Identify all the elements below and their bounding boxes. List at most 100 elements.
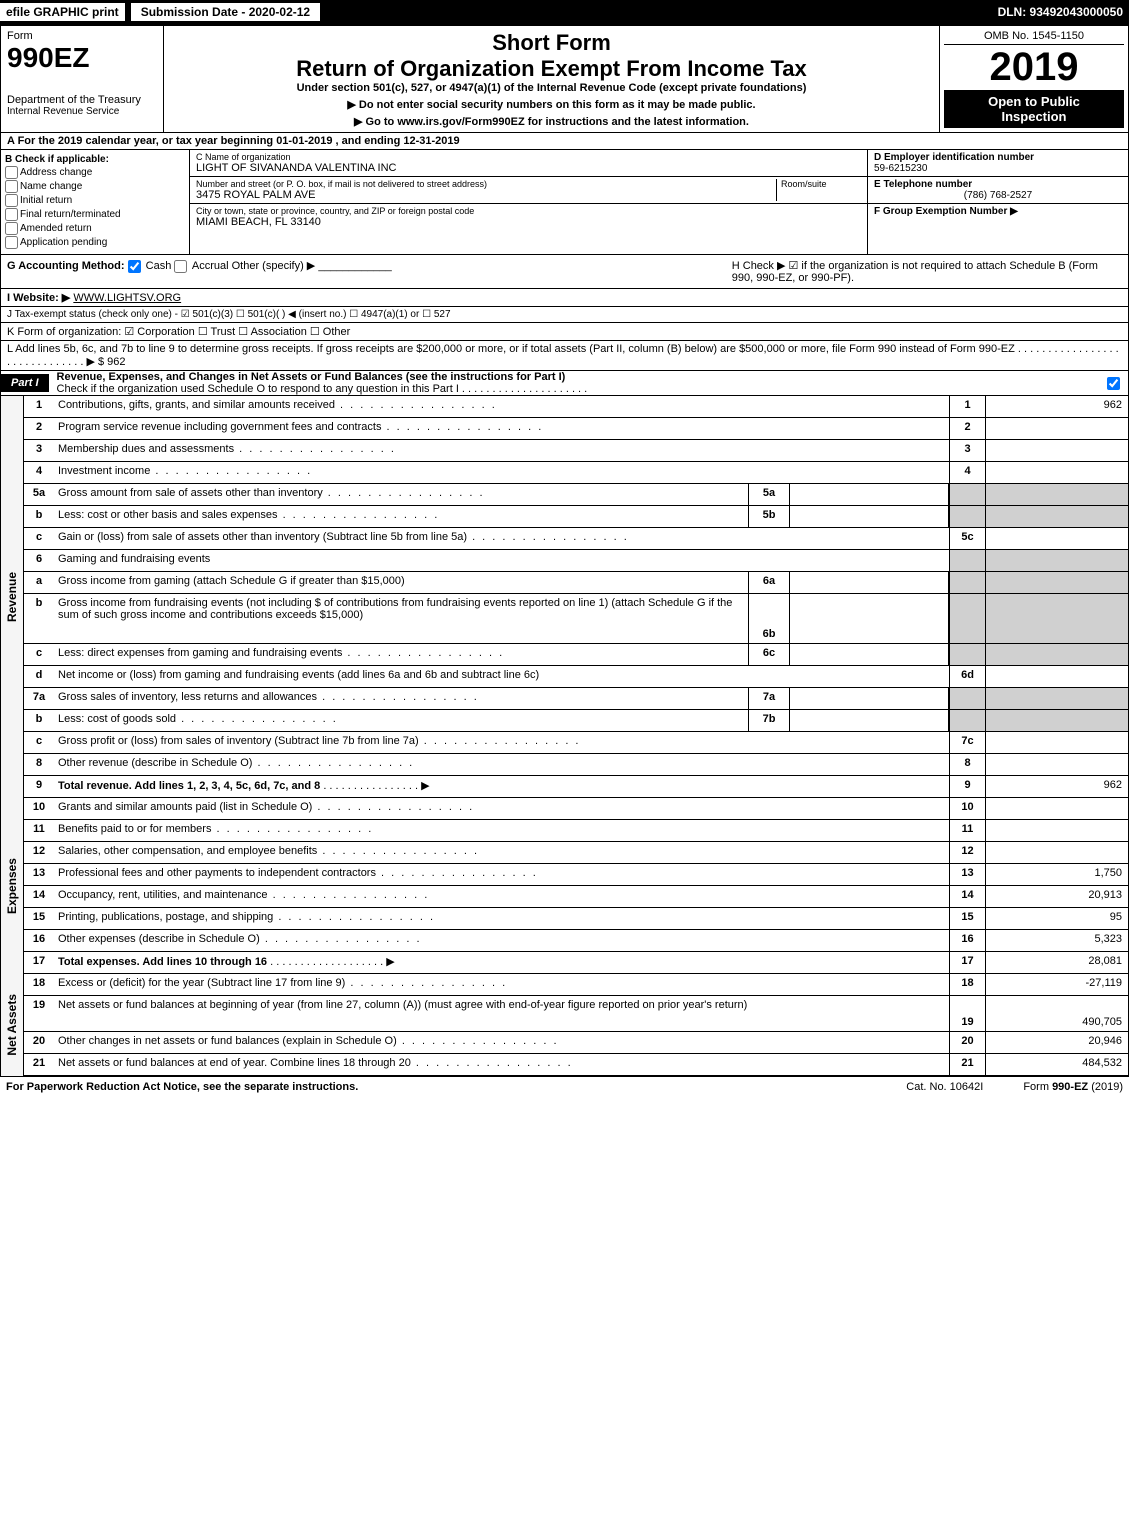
address-value: 3475 ROYAL PALM AVE (196, 189, 776, 201)
line-18: 18 Excess or (deficit) for the year (Sub… (24, 974, 1128, 996)
line-19: 19 Net assets or fund balances at beginn… (24, 996, 1128, 1032)
check-amended-return[interactable]: Amended return (5, 222, 185, 235)
check-final-return[interactable]: Final return/terminated (5, 208, 185, 221)
city-row: City or town, state or province, country… (190, 204, 867, 230)
org-name-label: C Name of organization (196, 152, 861, 162)
line-4: 4 Investment income 4 (24, 462, 1128, 484)
revenue-side-label: Revenue (1, 396, 24, 798)
check-address-change[interactable]: Address change (5, 166, 185, 179)
section-h: H Check ▶ ☑ if the organization is not r… (732, 259, 1122, 284)
footer: For Paperwork Reduction Act Notice, see … (0, 1077, 1129, 1097)
line-desc: Contributions, gifts, grants, and simila… (54, 396, 949, 418)
no-ssn-note: ▶ Do not enter social security numbers o… (168, 98, 935, 111)
line-17: 17 Total expenses. Add lines 10 through … (24, 952, 1128, 974)
line-10: 10 Grants and similar amounts paid (list… (24, 798, 1128, 820)
form-number: 990EZ (7, 42, 157, 74)
line-box: 1 (949, 396, 986, 418)
main-title: Return of Organization Exempt From Incom… (168, 56, 935, 82)
submission-date: Submission Date - 2020-02-12 (131, 3, 320, 21)
open-line2: Inspection (948, 109, 1120, 124)
section-g: G Accounting Method: Cash Accrual Other … (7, 259, 732, 284)
line-6a: a Gross income from gaming (attach Sched… (24, 572, 1128, 594)
line-16: 16 Other expenses (describe in Schedule … (24, 930, 1128, 952)
line-7a: 7a Gross sales of inventory, less return… (24, 688, 1128, 710)
revenue-section: Revenue 1 Contributions, gifts, grants, … (1, 396, 1128, 798)
line-2: 2 Program service revenue including gove… (24, 418, 1128, 440)
address-label: Number and street (or P. O. box, if mail… (196, 179, 776, 189)
line-21: 21 Net assets or fund balances at end of… (24, 1054, 1128, 1076)
header-right: OMB No. 1545-1150 2019 Open to Public In… (940, 26, 1128, 132)
section-b: B Check if applicable: Address change Na… (1, 150, 190, 254)
part-1-tag: Part I (1, 374, 49, 392)
sections-bcdef: B Check if applicable: Address change Na… (0, 150, 1129, 255)
header-left: Form 990EZ Department of the Treasury In… (1, 26, 164, 132)
line-7c: c Gross profit or (loss) from sales of i… (24, 732, 1128, 754)
section-b-title: B Check if applicable: (5, 154, 185, 165)
under-section: Under section 501(c), 527, or 4947(a)(1)… (168, 82, 935, 94)
sections-gh: G Accounting Method: Cash Accrual Other … (0, 255, 1129, 289)
section-k: K Form of organization: ☑ Corporation ☐ … (0, 323, 1129, 341)
line-15: 15 Printing, publications, postage, and … (24, 908, 1128, 930)
check-accrual[interactable] (174, 260, 187, 273)
form-word: Form (7, 30, 157, 42)
line-12: 12 Salaries, other compensation, and emp… (24, 842, 1128, 864)
part-1-grid: Revenue 1 Contributions, gifts, grants, … (0, 396, 1129, 1077)
line-5b: b Less: cost or other basis and sales ex… (24, 506, 1128, 528)
line-1: 1 Contributions, gifts, grants, and simi… (24, 396, 1128, 418)
line-6: 6 Gaming and fundraising events (24, 550, 1128, 572)
expenses-side-label: Expenses (1, 798, 24, 974)
part-1-checkbox[interactable] (1107, 377, 1122, 390)
line-9: 9 Total revenue. Add lines 1, 2, 3, 4, 5… (24, 776, 1128, 798)
check-name-change[interactable]: Name change (5, 180, 185, 193)
section-e: E Telephone number (786) 768-2527 (868, 177, 1128, 204)
expenses-section: Expenses 10 Grants and similar amounts p… (1, 798, 1128, 974)
header-center: Short Form Return of Organization Exempt… (164, 26, 940, 132)
omb-number: OMB No. 1545-1150 (944, 30, 1124, 45)
line-5c: c Gain or (loss) from sale of assets oth… (24, 528, 1128, 550)
paperwork-notice: For Paperwork Reduction Act Notice, see … (6, 1081, 358, 1093)
line-3: 3 Membership dues and assessments 3 (24, 440, 1128, 462)
line-20: 20 Other changes in net assets or fund b… (24, 1032, 1128, 1054)
section-l: L Add lines 5b, 6c, and 7b to line 9 to … (0, 341, 1129, 371)
line-6d: d Net income or (loss) from gaming and f… (24, 666, 1128, 688)
line-14: 14 Occupancy, rent, utilities, and maint… (24, 886, 1128, 908)
check-cash[interactable] (128, 260, 141, 273)
ein-value: 59-6215230 (874, 163, 1122, 174)
form-reference: Form 990-EZ (2019) (1023, 1081, 1123, 1093)
ein-label: D Employer identification number (874, 152, 1122, 163)
website-value: WWW.LIGHTSV.ORG (73, 292, 181, 304)
top-bar: efile GRAPHIC print Submission Date - 20… (0, 0, 1129, 24)
line-5a: 5a Gross amount from sale of assets othe… (24, 484, 1128, 506)
tax-year: 2019 (944, 45, 1124, 90)
check-initial-return[interactable]: Initial return (5, 194, 185, 207)
sections-def: D Employer identification number 59-6215… (867, 150, 1128, 254)
line-13: 13 Professional fees and other payments … (24, 864, 1128, 886)
website-label: I Website: ▶ (7, 292, 70, 304)
group-exemption-label: F Group Exemption Number ▶ (874, 206, 1122, 217)
room-label: Room/suite (781, 179, 861, 189)
line-8: 8 Other revenue (describe in Schedule O)… (24, 754, 1128, 776)
phone-label: E Telephone number (874, 179, 1122, 190)
line-num: 1 (24, 396, 54, 418)
section-i: I Website: ▶ WWW.LIGHTSV.ORG (0, 289, 1129, 307)
efile-label: efile GRAPHIC print (0, 3, 125, 21)
accounting-label: G Accounting Method: (7, 260, 125, 272)
line-7b: b Less: cost of goods sold 7b (24, 710, 1128, 732)
phone-value: (786) 768-2527 (874, 190, 1122, 201)
section-c: C Name of organization LIGHT OF SIVANAND… (190, 150, 867, 254)
city-value: MIAMI BEACH, FL 33140 (196, 216, 861, 228)
open-line1: Open to Public (948, 94, 1120, 109)
check-application-pending[interactable]: Application pending (5, 236, 185, 249)
form-header: Form 990EZ Department of the Treasury In… (0, 24, 1129, 133)
address-row: Number and street (or P. O. box, if mail… (190, 177, 867, 204)
line-11: 11 Benefits paid to or for members 11 (24, 820, 1128, 842)
short-form-title: Short Form (168, 30, 935, 56)
part-1-title: Revenue, Expenses, and Changes in Net As… (57, 371, 1107, 395)
line-val: 962 (986, 396, 1128, 418)
section-f: F Group Exemption Number ▶ (868, 204, 1128, 219)
open-public-box: Open to Public Inspection (944, 90, 1124, 128)
dept-label: Department of the Treasury (7, 94, 157, 106)
netassets-section: Net Assets 18 Excess or (deficit) for th… (1, 974, 1128, 1076)
website-note: ▶ Go to www.irs.gov/Form990EZ for instru… (168, 115, 935, 128)
line-6c: c Less: direct expenses from gaming and … (24, 644, 1128, 666)
